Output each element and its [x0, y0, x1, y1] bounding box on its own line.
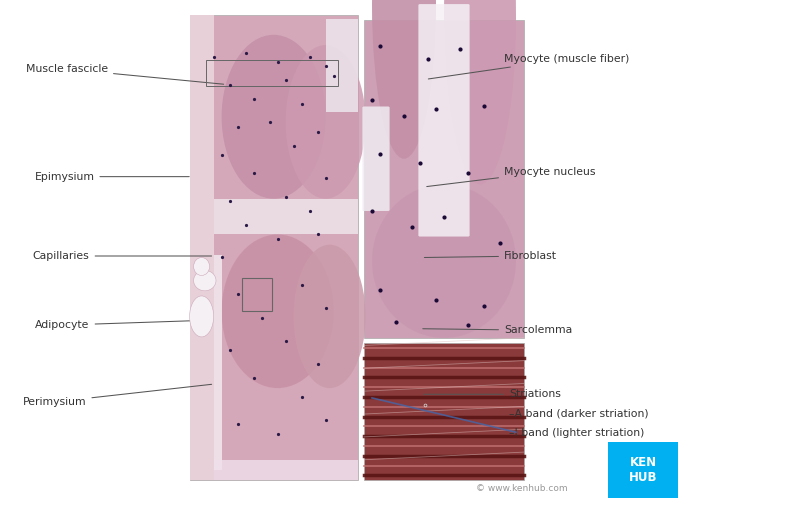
Ellipse shape	[372, 184, 516, 338]
Text: KEN
HUB: KEN HUB	[629, 456, 658, 484]
Bar	[190, 15, 358, 480]
Text: Muscle fascicle: Muscle fascicle	[26, 64, 224, 84]
Bar	[190, 460, 358, 480]
Text: Capillaries: Capillaries	[33, 251, 212, 261]
Bar	[364, 343, 524, 480]
Ellipse shape	[194, 258, 210, 275]
Text: Sarcolemma: Sarcolemma	[422, 325, 572, 335]
Text: © www.kenhub.com: © www.kenhub.com	[476, 484, 568, 494]
Text: Adipocyte: Adipocyte	[35, 320, 212, 330]
FancyBboxPatch shape	[362, 106, 390, 211]
Bar	[190, 199, 358, 234]
Text: Fibroblast: Fibroblast	[424, 251, 557, 261]
Text: Myocyte nucleus: Myocyte nucleus	[426, 166, 595, 186]
Bar	[326, 19, 358, 112]
Text: Perimysium: Perimysium	[22, 385, 212, 407]
Ellipse shape	[194, 270, 216, 291]
Ellipse shape	[444, 0, 516, 184]
Ellipse shape	[294, 245, 366, 388]
Bar	[206, 60, 338, 86]
Ellipse shape	[222, 35, 326, 199]
Text: –I band (lighter striation): –I band (lighter striation)	[509, 428, 644, 438]
Bar	[242, 278, 272, 311]
Ellipse shape	[372, 0, 436, 159]
Text: Epimysium: Epimysium	[34, 172, 190, 182]
Ellipse shape	[222, 234, 334, 388]
Bar	[364, 20, 524, 338]
Text: Myocyte (muscle fiber): Myocyte (muscle fiber)	[428, 54, 630, 79]
Ellipse shape	[190, 296, 214, 337]
Ellipse shape	[286, 45, 366, 199]
Text: –A band (darker striation): –A band (darker striation)	[509, 409, 649, 419]
Text: Striations: Striations	[423, 389, 561, 399]
FancyBboxPatch shape	[418, 4, 470, 237]
Bar	[608, 442, 678, 498]
Bar	[190, 255, 222, 470]
Bar	[190, 15, 214, 480]
